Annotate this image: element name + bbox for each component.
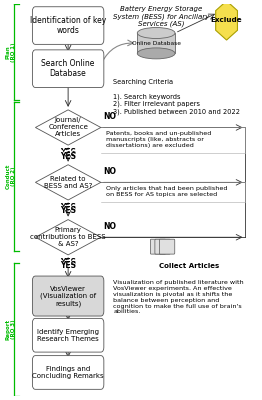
FancyBboxPatch shape: [159, 239, 175, 254]
Text: YES: YES: [60, 205, 76, 214]
Text: NO: NO: [103, 222, 116, 231]
FancyBboxPatch shape: [32, 276, 104, 316]
Text: Only articles that had been published
on BESS for AS topics are selected: Only articles that had been published on…: [106, 186, 227, 197]
Text: Visualization of published literature with
VosViewer experiments. An effective
v: Visualization of published literature wi…: [113, 280, 244, 314]
Text: Plan
(RQ 1): Plan (RQ 1): [6, 42, 17, 62]
Text: YES: YES: [60, 148, 76, 158]
Text: Findings and
Concluding Remarks: Findings and Concluding Remarks: [32, 366, 104, 379]
Text: YES: YES: [60, 261, 76, 270]
Text: Report
(RQ 3): Report (RQ 3): [6, 319, 17, 340]
Text: Searching Criteria

1). Search keywords
2). Filter irrelevant papers
3). Publish: Searching Criteria 1). Search keywords 2…: [113, 79, 241, 115]
Text: Online Database: Online Database: [132, 41, 181, 46]
FancyBboxPatch shape: [155, 239, 170, 254]
Text: VosViewer
(Visualization of
results): VosViewer (Visualization of results): [40, 286, 96, 306]
Polygon shape: [35, 165, 101, 200]
FancyBboxPatch shape: [32, 318, 104, 352]
FancyBboxPatch shape: [32, 50, 104, 88]
Text: Related to
BESS and AS?: Related to BESS and AS?: [44, 176, 92, 189]
Text: YES: YES: [60, 206, 76, 216]
Text: Identify Emerging
Research Themes: Identify Emerging Research Themes: [37, 329, 99, 342]
Text: YES: YES: [60, 152, 76, 160]
Text: Search Online
Database: Search Online Database: [41, 59, 95, 78]
Ellipse shape: [137, 48, 175, 59]
Text: Battery Energy Storage
System (BESS) for Ancillary
Services (AS): Battery Energy Storage System (BESS) for…: [113, 6, 209, 27]
Polygon shape: [35, 110, 101, 145]
Text: YES: YES: [60, 260, 76, 269]
Text: Exclude: Exclude: [211, 18, 242, 24]
Ellipse shape: [137, 28, 175, 38]
Text: Identification of key
words: Identification of key words: [30, 16, 106, 35]
FancyBboxPatch shape: [32, 356, 104, 389]
Text: YES: YES: [60, 150, 76, 160]
Text: NO: NO: [103, 167, 116, 176]
Text: NO: NO: [103, 112, 116, 121]
Text: Journal/
Conference
Articles: Journal/ Conference Articles: [48, 118, 88, 138]
Polygon shape: [216, 1, 237, 40]
Text: YES: YES: [60, 258, 76, 267]
FancyBboxPatch shape: [150, 239, 166, 254]
Polygon shape: [35, 220, 101, 255]
Text: Collect Articles: Collect Articles: [159, 263, 219, 269]
Bar: [137, 33, 175, 53]
Text: Patents, books and un-published
manuscripts (like, abstracts or
dissertations) a: Patents, books and un-published manuscri…: [106, 131, 211, 148]
Text: Conduct
(RQ 2): Conduct (RQ 2): [6, 164, 17, 189]
FancyBboxPatch shape: [32, 7, 104, 44]
Text: YES: YES: [60, 203, 76, 212]
Text: Primary
contributions to BESS
& AS?: Primary contributions to BESS & AS?: [30, 227, 106, 247]
